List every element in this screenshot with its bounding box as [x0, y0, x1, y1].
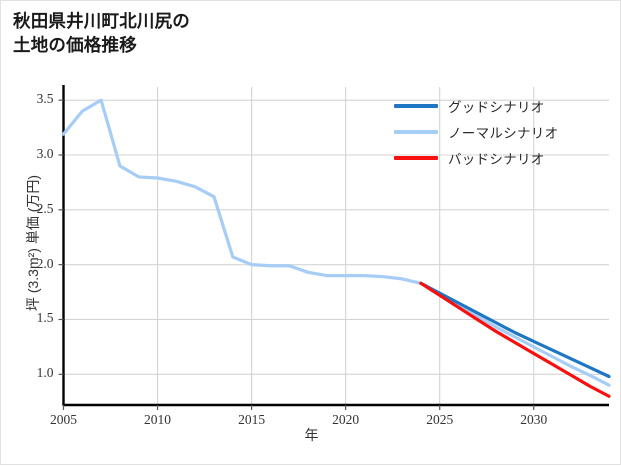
x-tick-label: 2015: [238, 412, 266, 427]
legend-item-bad: バッドシナリオ: [394, 145, 609, 171]
y-tick-label: 3.5: [36, 91, 54, 107]
y-axis-title: 坪 (3.3m²) 単価 (万円): [25, 174, 41, 312]
x-tick-label: 2025: [426, 412, 454, 427]
x-tick-label: 2010: [144, 412, 172, 427]
legend-item-normal: ノーマルシナリオ: [394, 119, 609, 145]
legend-item-good: グッドシナリオ: [394, 93, 609, 119]
x-tick-label: 2005: [50, 412, 77, 427]
legend-label-bad: バッドシナリオ: [448, 152, 545, 167]
page-title: 秋田県井川町北川尻の 土地の価格推移: [13, 11, 190, 56]
chart-legend: グッドシナリオ ノーマルシナリオ バッドシナリオ: [394, 93, 609, 171]
legend-swatch-good: [394, 104, 438, 108]
y-tick-label: 1.5: [36, 310, 54, 326]
legend-swatch-normal: [394, 130, 438, 134]
x-tick-label: 2020: [332, 412, 360, 427]
y-tick-label: 3.0: [36, 145, 54, 161]
axis-ticks: [58, 99, 535, 410]
x-axis-title: 年: [304, 427, 319, 443]
y-tick-label: 2.5: [36, 200, 54, 216]
legend-label-normal: ノーマルシナリオ: [448, 126, 559, 141]
y-tick-label: 2.0: [36, 255, 54, 271]
legend-swatch-bad: [394, 156, 438, 160]
x-tick-label: 2030: [520, 412, 548, 427]
y-tick-label: 1.0: [36, 365, 54, 381]
axis-spines: [62, 85, 609, 407]
data-series: [61, 98, 611, 398]
legend-label-good: グッドシナリオ: [448, 100, 545, 115]
